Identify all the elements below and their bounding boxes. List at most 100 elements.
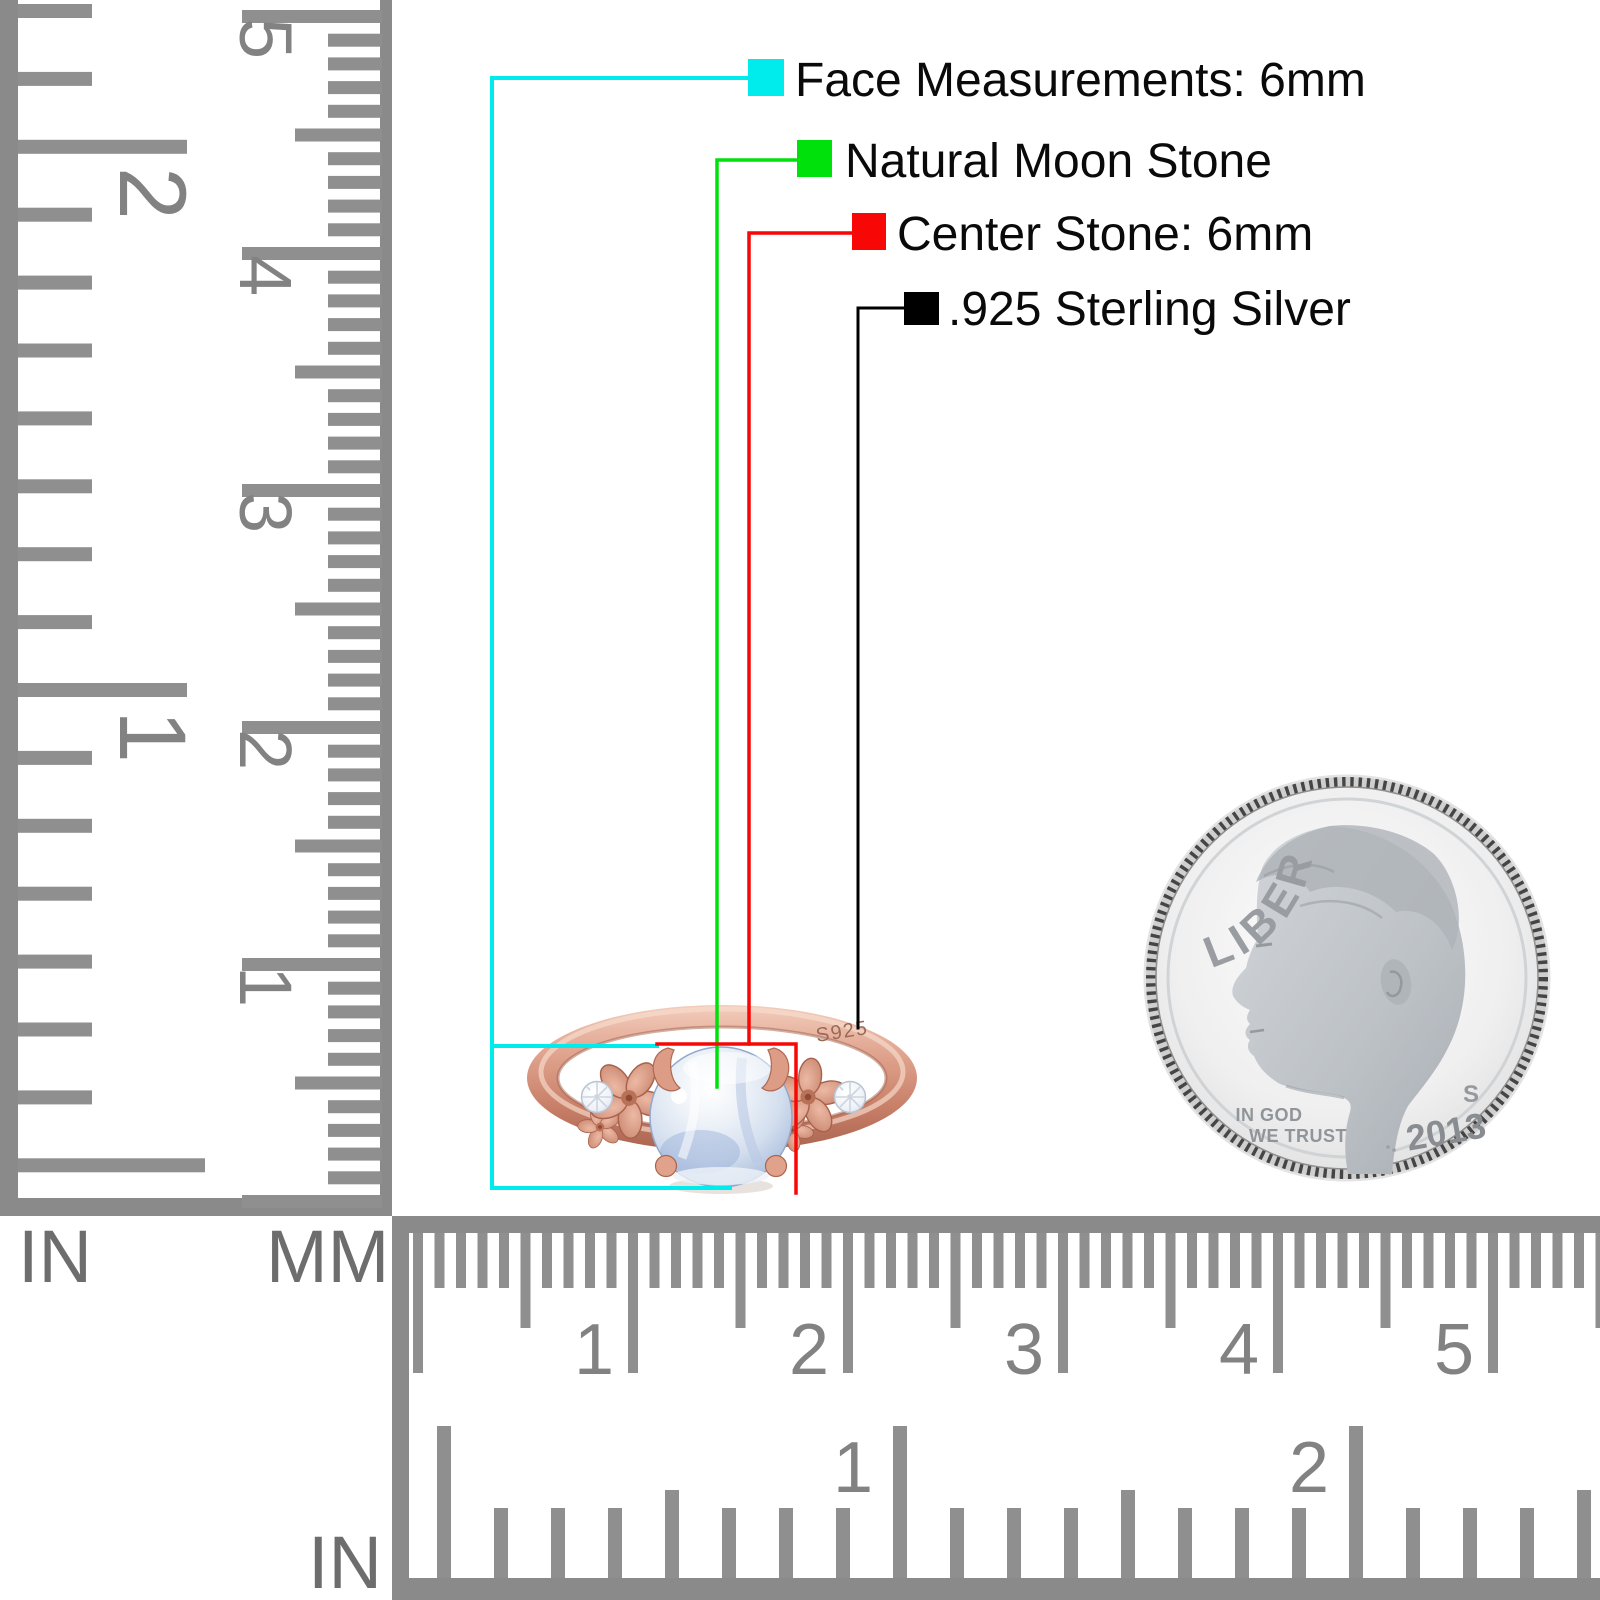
- ruler-number: 2: [99, 167, 205, 220]
- ruler-tick: [18, 479, 92, 494]
- ruler-tick: [800, 1233, 810, 1288]
- ruler-tick: [886, 1233, 896, 1288]
- ruler-tick: [18, 411, 92, 426]
- ruler-tick: [328, 1147, 382, 1161]
- ruler-tick: [1144, 1233, 1154, 1288]
- portrait-eye: [1255, 942, 1273, 948]
- ruler-tick: [328, 294, 382, 308]
- ruler-tick: [499, 1233, 509, 1288]
- coin-motto-line2: WE TRUST: [1249, 1126, 1347, 1146]
- ruler-tick: [950, 1508, 964, 1578]
- ruler-number: 1: [574, 1310, 614, 1390]
- ruler-tick: [18, 71, 92, 86]
- ruler-number: 5: [1434, 1310, 1474, 1390]
- ruler-tick: [1337, 1233, 1348, 1288]
- ruler-tick: [328, 934, 382, 948]
- ruler-tick: [18, 954, 92, 969]
- ruler-tick: [778, 1233, 789, 1288]
- bottom-ruler-inch-unit: IN: [308, 1521, 382, 1600]
- callout-line-centerstone: [747, 231, 854, 1046]
- moonstone-blue-sheen: [660, 1130, 740, 1174]
- bottom-ruler-top-edge: [392, 1216, 1600, 1233]
- prong-bottom-right: [764, 1154, 788, 1178]
- portrait-ear-inner: [1385, 970, 1403, 998]
- ruler-tick: [893, 1426, 907, 1578]
- ruler-tick: [328, 910, 382, 924]
- left-ruler-left-edge: [0, 0, 18, 1216]
- ruler-tick: [18, 547, 92, 562]
- ruler-tick: [542, 1233, 552, 1288]
- callout-label-silver: .925 Sterling Silver: [948, 283, 1351, 336]
- ruler-tick: [242, 247, 382, 260]
- ruler-tick: [665, 1490, 679, 1578]
- ruler-tick: [1058, 1233, 1068, 1373]
- ruler-tick: [328, 412, 382, 426]
- ruler-tick: [242, 958, 382, 971]
- ruler-tick: [1380, 1233, 1391, 1328]
- ruler-tick: [413, 1233, 423, 1373]
- ruler-tick: [18, 139, 187, 154]
- ruler-tick: [551, 1508, 565, 1578]
- ruler-tick: [671, 1233, 681, 1288]
- ruler-tick: [295, 839, 382, 853]
- ruler-tick: [1423, 1233, 1434, 1288]
- ruler-tick: [1520, 1508, 1534, 1578]
- ruler-tick: [649, 1233, 660, 1288]
- ruler-tick: [1251, 1233, 1262, 1288]
- ruler-tick: [328, 33, 382, 47]
- ruler-tick: [1007, 1508, 1021, 1578]
- ruler-tick: [328, 1005, 382, 1019]
- ruler-tick: [606, 1233, 617, 1288]
- moonstone-highlight-core: [675, 1092, 683, 1100]
- ruler-tick: [1531, 1233, 1541, 1288]
- ruler-tick: [1273, 1233, 1283, 1373]
- ruler-tick: [328, 792, 382, 806]
- ruler-tick: [328, 649, 382, 663]
- ruler-tick: [563, 1233, 574, 1288]
- ruler-tick: [18, 207, 92, 222]
- prong-top-left: [652, 1047, 681, 1092]
- ruler-tick: [714, 1233, 724, 1288]
- portrait-hair-line-2: [1299, 899, 1383, 919]
- callout-swatch-moonstone: [797, 140, 832, 177]
- callout-line-moonstone: [715, 158, 799, 1089]
- callout-swatch-silver: [904, 292, 939, 325]
- ruler-number: 1: [833, 1428, 873, 1508]
- bottom-ruler-left-edge: [392, 1216, 409, 1600]
- ruler-tick: [1064, 1508, 1078, 1578]
- ruler-tick: [328, 1029, 382, 1043]
- callout-line-face: [490, 76, 750, 1190]
- prong-top-right: [761, 1047, 790, 1092]
- ruler-tick: [328, 57, 382, 71]
- coin-reeded-edge: [1146, 777, 1548, 1179]
- ruler-tick: [1349, 1426, 1363, 1578]
- callout-swatch-centerstone: [852, 213, 886, 250]
- ruler-tick: [993, 1233, 1004, 1288]
- coin-outer-halo: [1143, 774, 1551, 1182]
- ruler-tick: [328, 152, 382, 166]
- ruler-tick: [456, 1233, 466, 1288]
- ruler-tick: [1463, 1508, 1477, 1578]
- ruler-tick: [18, 1158, 205, 1173]
- ruler-tick: [328, 1052, 382, 1066]
- left-ruler-mm-unit: MM: [266, 1215, 389, 1298]
- ring-photo: S925: [527, 1005, 917, 1194]
- left-ruler-right-edge: [380, 0, 392, 1216]
- ruler-tick: [1230, 1233, 1240, 1288]
- ruler-number: 1: [224, 966, 307, 1007]
- callout-line-centerstone-bracket: [655, 1042, 798, 1195]
- bottom-ruler: 1 2 3 4 51 2 IN: [308, 1216, 1600, 1600]
- ruler-tick: [821, 1233, 832, 1288]
- moonstone-top-light: [683, 1052, 771, 1084]
- ruler-tick: [1101, 1233, 1111, 1288]
- coin-mint-mark: S: [1463, 1081, 1479, 1108]
- ruler-tick: [328, 104, 382, 118]
- ruler-tick: [18, 886, 92, 901]
- ruler-number: 4: [224, 255, 307, 296]
- ruler-tick: [328, 1100, 382, 1114]
- ruler-tick: [1294, 1233, 1305, 1288]
- ruler-tick: [18, 1090, 92, 1105]
- callout-labels: Face Measurements: 6mm Natural Moon Ston…: [748, 54, 1366, 336]
